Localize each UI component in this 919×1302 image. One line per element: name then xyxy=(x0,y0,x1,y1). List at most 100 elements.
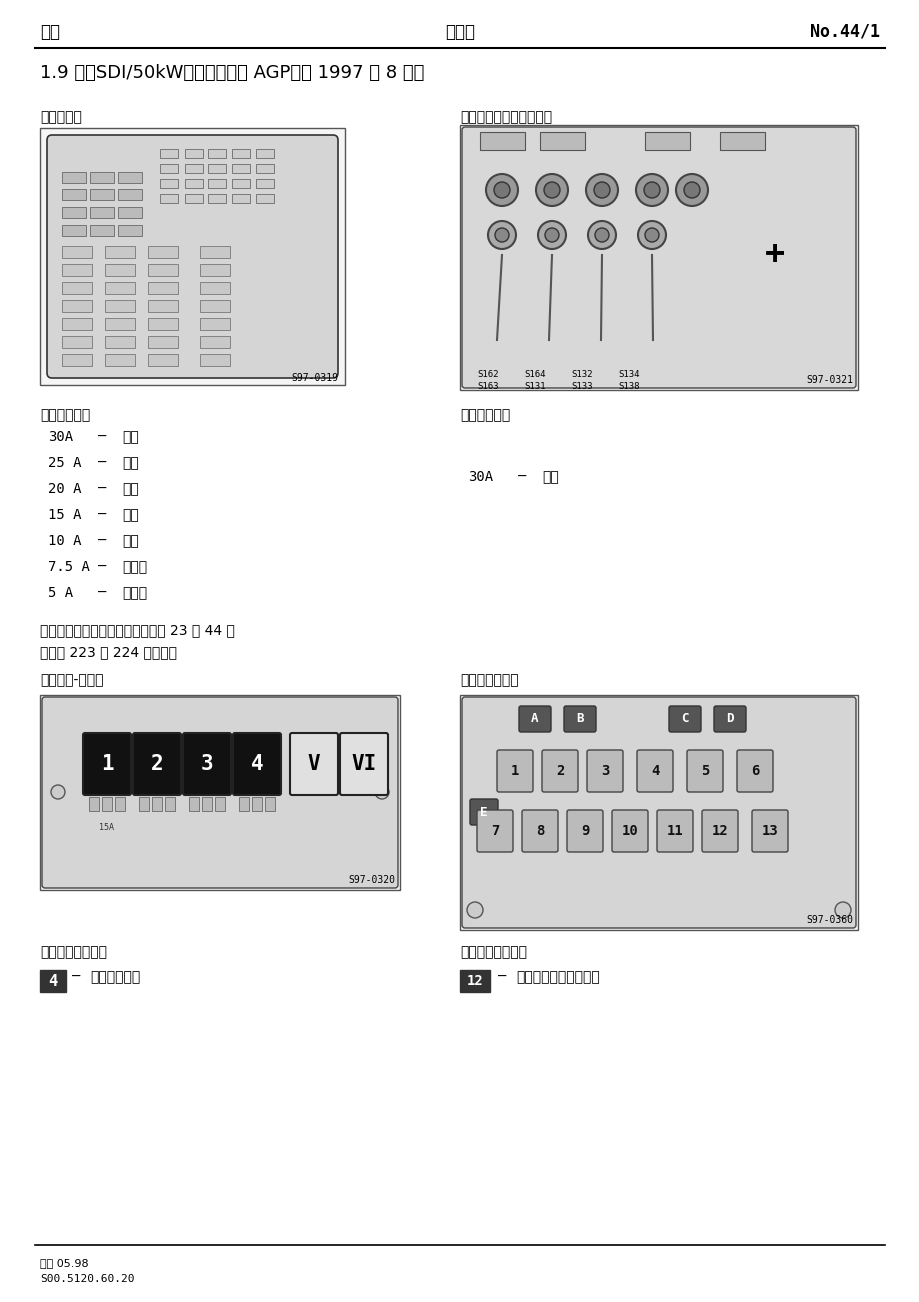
Bar xyxy=(105,299,135,312)
FancyBboxPatch shape xyxy=(470,799,497,825)
FancyBboxPatch shape xyxy=(289,733,337,796)
Text: S133: S133 xyxy=(571,381,592,391)
Bar xyxy=(720,132,765,150)
Bar xyxy=(105,318,135,329)
Text: 1: 1 xyxy=(100,754,113,773)
Text: 在蓄电池上的保险丝盒：: 在蓄电池上的保险丝盒： xyxy=(460,109,551,124)
Bar xyxy=(118,207,142,217)
Text: 深棕色: 深棕色 xyxy=(122,560,147,574)
Text: S163: S163 xyxy=(477,381,498,391)
Text: —: — xyxy=(98,456,107,470)
Bar xyxy=(255,194,274,203)
Bar xyxy=(255,148,274,158)
FancyBboxPatch shape xyxy=(586,750,622,792)
Bar xyxy=(199,299,230,312)
Bar xyxy=(460,695,857,930)
Text: —: — xyxy=(98,534,107,548)
Text: S97-0321: S97-0321 xyxy=(805,375,852,385)
Bar xyxy=(118,225,142,236)
Bar xyxy=(90,189,114,201)
FancyBboxPatch shape xyxy=(83,733,130,796)
Bar xyxy=(62,225,85,236)
Text: 黄色: 黄色 xyxy=(122,482,139,496)
Bar xyxy=(208,178,226,187)
Bar xyxy=(148,264,177,276)
Text: S97-0319: S97-0319 xyxy=(290,372,337,383)
Text: 8: 8 xyxy=(535,824,544,838)
Bar xyxy=(148,299,177,312)
Text: +: + xyxy=(764,238,784,272)
Text: 保险丝盒里的保险丝从保险丝位置 23 至 44 在: 保险丝盒里的保险丝从保险丝位置 23 至 44 在 xyxy=(40,622,234,637)
Bar xyxy=(199,354,230,366)
Text: 1: 1 xyxy=(510,764,518,779)
Text: 15A: 15A xyxy=(99,823,114,832)
Text: —: — xyxy=(98,560,107,574)
Text: 30A: 30A xyxy=(48,430,73,444)
Bar xyxy=(199,336,230,348)
Text: VI: VI xyxy=(351,754,376,773)
Bar xyxy=(215,797,225,811)
Circle shape xyxy=(635,174,667,206)
Circle shape xyxy=(536,174,567,206)
Bar xyxy=(160,194,177,203)
Text: 欧雅: 欧雅 xyxy=(40,23,60,40)
FancyBboxPatch shape xyxy=(476,810,513,852)
Text: 7.5 A: 7.5 A xyxy=(48,560,90,574)
Bar xyxy=(62,283,92,294)
Text: 6: 6 xyxy=(750,764,758,779)
Text: 红色: 红色 xyxy=(122,534,139,548)
Bar xyxy=(460,125,857,391)
Circle shape xyxy=(538,221,565,249)
Bar xyxy=(232,148,250,158)
FancyBboxPatch shape xyxy=(233,733,280,796)
Bar xyxy=(90,172,114,184)
Bar xyxy=(188,797,199,811)
Text: 25 A: 25 A xyxy=(48,456,82,470)
Bar xyxy=(199,246,230,258)
Text: 3: 3 xyxy=(200,754,213,773)
Circle shape xyxy=(485,174,517,206)
Text: 辅助继电器盒：: 辅助继电器盒： xyxy=(460,673,518,687)
Text: S164: S164 xyxy=(524,370,545,379)
Text: 继电器位置分配：: 继电器位置分配： xyxy=(40,945,107,960)
Text: 9: 9 xyxy=(580,824,588,838)
Bar xyxy=(232,178,250,187)
Text: 2: 2 xyxy=(555,764,563,779)
Bar xyxy=(40,128,345,385)
Bar xyxy=(148,318,177,329)
FancyBboxPatch shape xyxy=(461,128,855,388)
Circle shape xyxy=(494,228,508,242)
Text: 5 A: 5 A xyxy=(48,586,73,600)
Text: 4: 4 xyxy=(49,974,58,988)
Circle shape xyxy=(587,221,616,249)
FancyBboxPatch shape xyxy=(713,706,745,732)
Text: 20 A: 20 A xyxy=(48,482,82,496)
FancyBboxPatch shape xyxy=(133,733,181,796)
Bar xyxy=(62,246,92,258)
Text: 10 A: 10 A xyxy=(48,534,82,548)
Bar xyxy=(139,797,149,811)
FancyBboxPatch shape xyxy=(521,810,558,852)
Text: —: — xyxy=(98,482,107,496)
Text: 10: 10 xyxy=(621,824,638,838)
Text: 预热塞继电器: 预热塞继电器 xyxy=(90,970,140,984)
Text: 继电器盒-前面：: 继电器盒-前面： xyxy=(40,673,104,687)
Bar xyxy=(40,970,66,992)
Text: 30A: 30A xyxy=(468,470,493,484)
FancyBboxPatch shape xyxy=(636,750,673,792)
Circle shape xyxy=(637,221,665,249)
Circle shape xyxy=(594,182,609,198)
Text: 版本 05.98: 版本 05.98 xyxy=(40,1258,88,1268)
FancyBboxPatch shape xyxy=(656,810,692,852)
Bar xyxy=(185,194,203,203)
Text: 白色: 白色 xyxy=(122,456,139,470)
Text: No.44/1: No.44/1 xyxy=(809,23,879,40)
Bar xyxy=(105,264,135,276)
Circle shape xyxy=(643,182,659,198)
Text: 绿色: 绿色 xyxy=(541,470,558,484)
Text: 绿色: 绿色 xyxy=(122,430,139,444)
FancyBboxPatch shape xyxy=(563,706,596,732)
Bar xyxy=(185,164,203,173)
Text: S162: S162 xyxy=(477,370,498,379)
Bar xyxy=(148,246,177,258)
